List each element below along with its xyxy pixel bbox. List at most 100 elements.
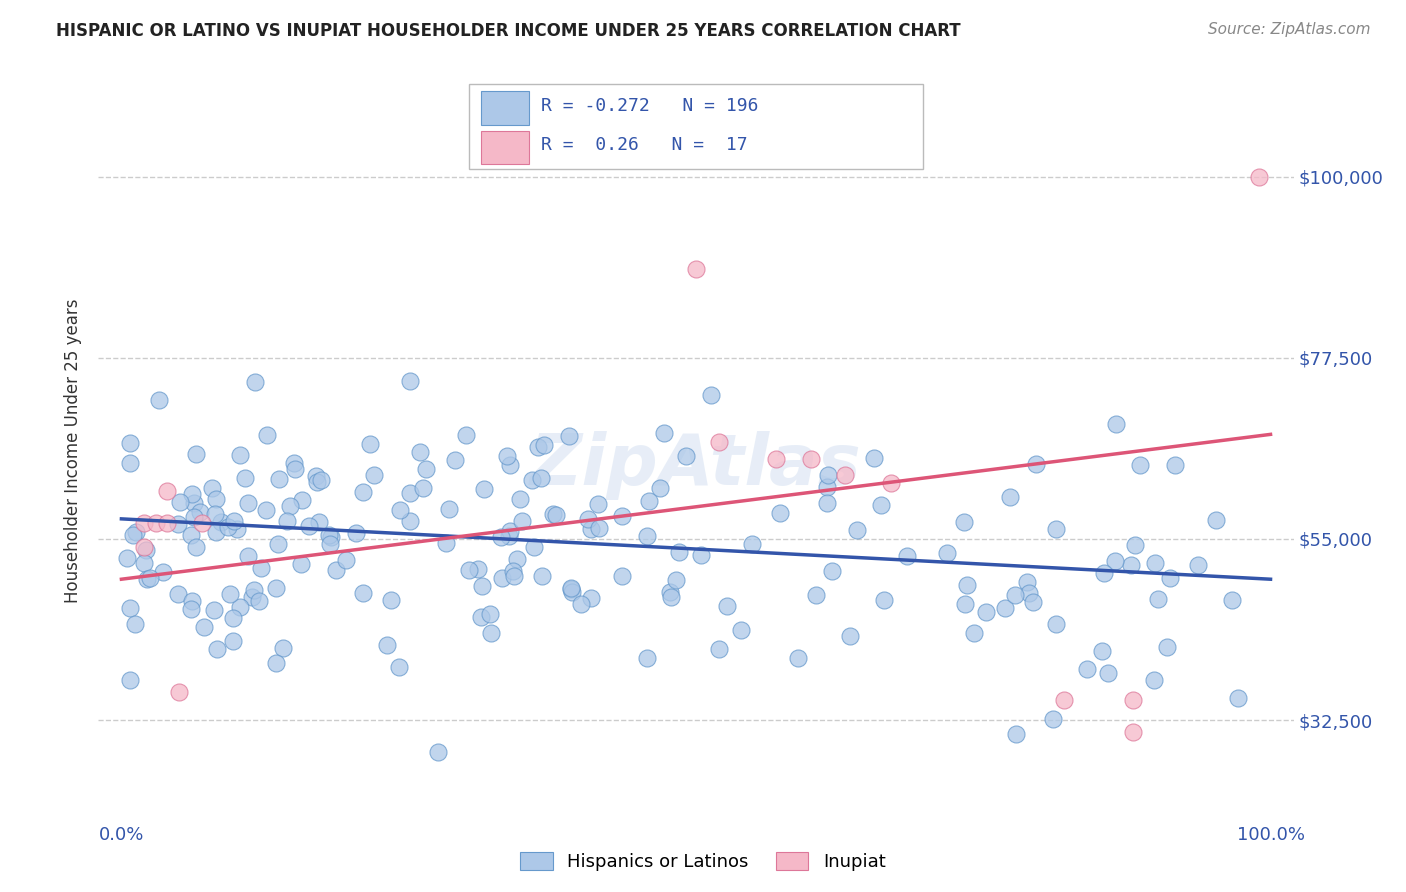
Point [180,528,202,542]
Point [148,392,170,407]
Point [415,462,437,476]
Point [188,505,211,519]
Point [375,638,398,652]
Point [388,503,411,517]
Point [690,548,713,562]
Point [278,499,301,513]
Point [579,591,602,606]
Point [344,526,367,541]
Point [388,660,411,674]
Point [118,601,141,615]
Point [1143,673,1166,688]
Point [956,578,979,592]
Point [561,585,583,599]
Point [1125,538,1147,552]
Point [544,508,567,522]
Point [659,585,682,599]
Point [588,521,610,535]
Point [167,516,190,531]
Point [787,651,810,665]
Point [363,467,385,482]
Point [222,611,245,625]
Point [191,516,214,530]
Point [1164,458,1187,472]
Point [716,599,738,613]
Point [256,428,278,442]
Point [309,473,332,487]
Point [145,516,167,530]
Point [1076,662,1098,676]
Point [1092,566,1115,580]
Point [1097,665,1119,680]
Point [319,531,342,545]
Point [434,536,457,550]
Point [800,451,823,466]
Point [180,487,202,501]
Point [318,528,340,542]
Point [186,540,208,554]
Point [707,435,730,450]
Text: R =  0.26   N =  17: R = 0.26 N = 17 [541,136,747,154]
Text: HISPANIC OR LATINO VS INUPIAT HOUSEHOLDER INCOME UNDER 25 YEARS CORRELATION CHAR: HISPANIC OR LATINO VS INUPIAT HOUSEHOLDE… [56,22,960,40]
Point [156,516,179,530]
Point [1122,725,1144,739]
Point [509,491,531,506]
Point [284,462,307,476]
Point [489,530,512,544]
Point [352,586,374,600]
Point [139,571,162,585]
Point [132,556,155,570]
Point [183,510,205,524]
Point [307,475,329,489]
Point [1015,575,1038,590]
Point [1144,556,1167,570]
Point [325,563,347,577]
Point [167,685,190,699]
Point [291,493,314,508]
Point [506,552,529,566]
Point [444,452,467,467]
Point [768,506,790,520]
Point [134,540,156,554]
Point [118,435,141,450]
FancyBboxPatch shape [481,130,529,164]
Point [437,502,460,516]
Point [953,515,976,529]
Point [664,573,686,587]
Point [496,450,519,464]
Point [169,494,191,508]
Point [707,641,730,656]
Point [470,610,492,624]
Point [233,470,256,484]
Point [134,516,156,530]
Text: Source: ZipAtlas.com: Source: ZipAtlas.com [1208,22,1371,37]
Point [896,549,918,563]
Point [467,562,489,576]
Point [586,498,609,512]
Point [1053,693,1076,707]
Point [135,543,157,558]
Point [250,560,273,574]
Text: ZipAtlas: ZipAtlas [530,431,862,500]
Point [1220,593,1243,607]
Point [308,515,330,529]
Legend: Hispanics or Latinos, Inupiat: Hispanics or Latinos, Inupiat [513,845,893,879]
Point [1004,588,1026,602]
Point [581,522,603,536]
Point [180,602,202,616]
Point [498,524,520,539]
Point [242,583,264,598]
Point [243,375,266,389]
Point [520,473,543,487]
Point [228,600,250,615]
Point [238,549,260,563]
Point [319,537,342,551]
Point [648,481,671,495]
Point [152,565,174,579]
Point [1025,457,1047,471]
Point [578,512,600,526]
Point [557,429,579,443]
Point [1187,558,1209,573]
Point [1005,727,1028,741]
Point [636,650,658,665]
